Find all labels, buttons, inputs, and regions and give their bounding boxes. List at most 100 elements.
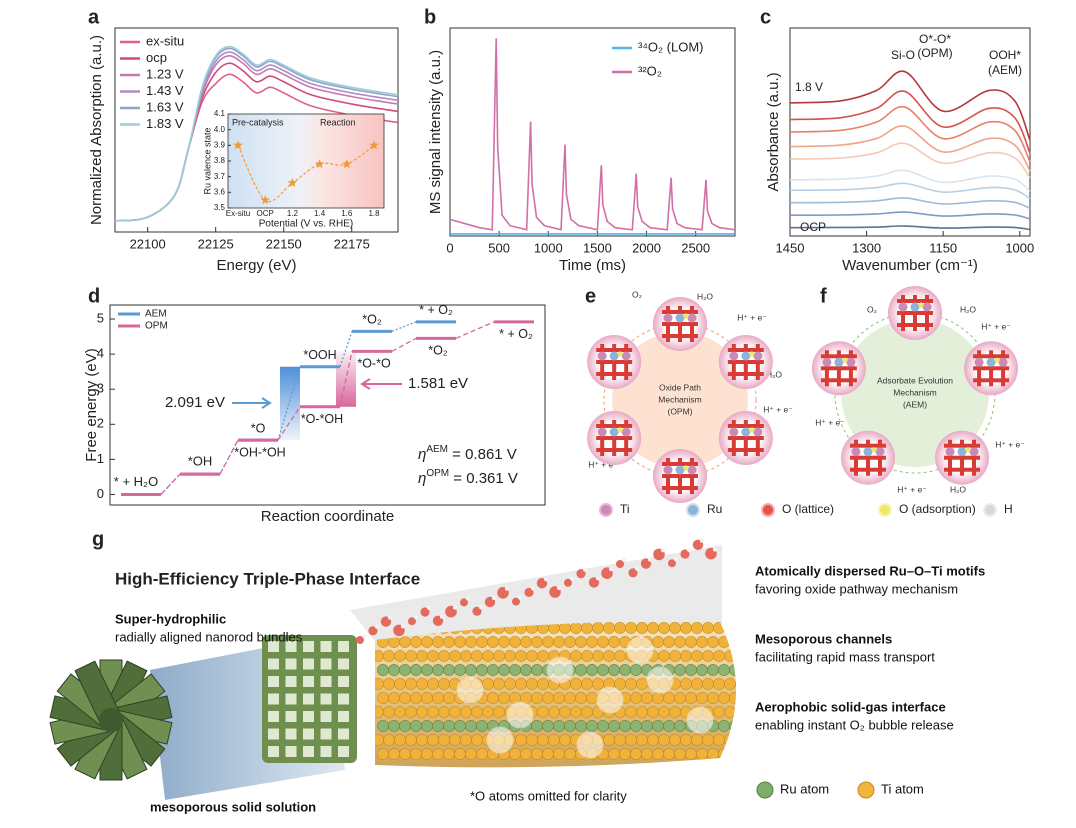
lattice-bar — [662, 474, 698, 478]
atom-sphere — [421, 720, 433, 732]
atom-sphere — [713, 734, 725, 746]
atom-sphere — [482, 706, 494, 718]
atom-sphere — [608, 636, 620, 648]
atom-sphere — [465, 664, 477, 676]
atom-sphere — [454, 664, 466, 676]
atom-sphere — [575, 692, 587, 704]
atom-sphere — [592, 622, 604, 634]
atom-sphere — [663, 748, 675, 760]
atom-sphere — [537, 706, 549, 718]
lattice-bar — [849, 467, 886, 472]
y-tick-label: 5 — [97, 310, 104, 325]
annotation: OOH* — [989, 48, 1021, 62]
atom-sphere — [421, 664, 433, 676]
center-text: Oxide Path — [659, 382, 701, 392]
x-axis-label: Potential (V vs. RHE) — [259, 219, 353, 230]
atom-sphere — [575, 636, 587, 648]
y-tick-label: 4.0 — [214, 125, 226, 134]
data-line — [789, 197, 1031, 210]
atom-sphere — [625, 678, 637, 690]
atom-sphere — [559, 622, 571, 634]
atom-sphere — [608, 748, 620, 760]
arrow — [232, 397, 272, 409]
cycle-arrow — [603, 323, 757, 477]
lattice-bar — [925, 295, 929, 331]
species-label: H⁺ + e⁻ — [763, 404, 793, 414]
atom-sphere — [399, 720, 411, 732]
level-label: *O₂ — [428, 344, 448, 358]
legend-label: Ti — [620, 502, 630, 516]
atom-sphere — [531, 692, 543, 704]
atom-sphere — [707, 664, 719, 676]
atom-sphere — [735, 734, 736, 746]
diagram-f: Adsorbate Evolution Mechanism (AEM) O₂ H… — [811, 286, 1025, 494]
feature-heading: Super-hydrophilic — [115, 611, 226, 626]
x-tick-label: 1000 — [534, 240, 563, 255]
bubble — [596, 686, 624, 714]
atom-sphere — [438, 706, 450, 718]
atom-sphere — [504, 650, 516, 662]
atom-sphere — [674, 720, 686, 732]
atom-sphere — [685, 664, 697, 676]
x-axis-label: Energy (eV) — [216, 257, 296, 274]
x-tick-label: Ex-situ — [226, 209, 250, 218]
legend-label: 1.23 V — [146, 66, 184, 81]
atom-sphere — [383, 650, 395, 662]
overpotential-sup: AEM — [426, 444, 448, 455]
atom — [749, 427, 755, 433]
atom-sphere — [685, 748, 697, 760]
atom-sphere — [603, 650, 615, 662]
atom-sphere — [586, 636, 598, 648]
atom-sphere — [399, 692, 411, 704]
atom-sphere — [493, 678, 505, 690]
atom-sphere — [735, 650, 736, 662]
atom-sphere — [399, 636, 411, 648]
atom-sphere — [581, 622, 593, 634]
species-label: H⁺ + e⁻ — [588, 459, 618, 469]
panel-letter: d — [88, 285, 100, 307]
atom-sphere — [410, 692, 422, 704]
atom-sphere — [427, 706, 439, 718]
h-atom — [505, 586, 509, 591]
atom-sphere — [625, 706, 637, 718]
atom — [621, 427, 631, 437]
atom-sphere — [740, 636, 751, 647]
x-tick-label: 2000 — [632, 240, 661, 255]
atom-sphere — [636, 622, 648, 634]
atom-sphere — [740, 720, 751, 731]
atom-sphere — [526, 650, 538, 662]
pore — [268, 728, 279, 740]
atom-sphere — [680, 678, 692, 690]
x-tick-label: 22100 — [130, 236, 166, 251]
o-atom — [408, 617, 416, 626]
atom-sphere — [471, 734, 483, 746]
atom-sphere — [537, 734, 549, 746]
atom-sphere — [383, 678, 395, 690]
atom-sphere — [663, 692, 675, 704]
pore — [303, 711, 314, 722]
pore — [320, 711, 332, 722]
atom-sphere — [421, 748, 433, 760]
species-label: O₂ — [632, 289, 642, 299]
atom-sphere — [691, 622, 703, 634]
h-atom — [362, 634, 366, 638]
atom-sphere — [608, 664, 620, 676]
level-connector — [160, 473, 181, 495]
atom-sphere — [377, 748, 389, 760]
h-atom — [713, 547, 717, 552]
atom-sphere — [729, 720, 736, 732]
overpotential-sup: OPM — [426, 468, 449, 479]
y-tick-label: 3.7 — [214, 172, 226, 181]
atom-sphere — [438, 734, 450, 746]
data-line — [789, 90, 1031, 154]
atom-sphere — [476, 636, 488, 648]
o-atom — [668, 559, 676, 568]
y-axis-label: Ru valence state — [202, 127, 212, 194]
atom-sphere — [740, 664, 751, 675]
atom-sphere — [702, 734, 714, 746]
atom-sphere — [520, 636, 532, 648]
atom-sphere — [542, 692, 554, 704]
atom-sphere — [482, 678, 494, 690]
atom-sphere — [416, 650, 428, 662]
